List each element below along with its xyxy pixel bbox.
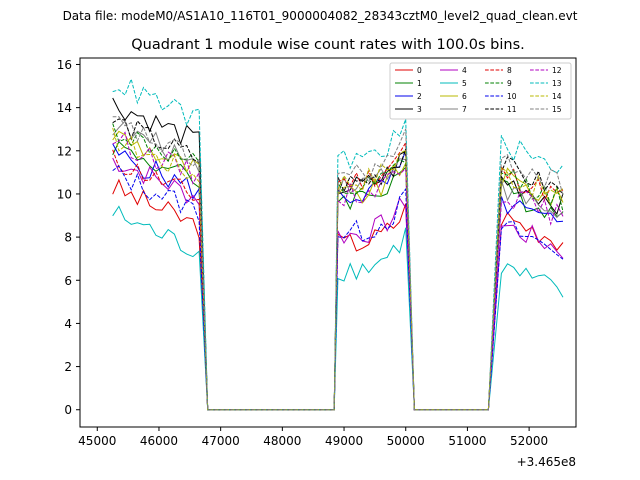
suptitle: Data file: modeM0/AS1A10_116T01_90000040…	[63, 9, 578, 23]
legend-label: 9	[507, 79, 512, 88]
legend-label: 13	[552, 79, 562, 88]
x-tick-label: 51000	[448, 434, 486, 448]
series-line-6	[112, 130, 564, 411]
legend-label: 0	[417, 66, 422, 75]
series-line-12	[112, 131, 564, 411]
plot-lines	[112, 77, 564, 411]
series-line-10	[112, 165, 564, 411]
legend-label: 2	[417, 92, 422, 101]
y-axis: 0 2 4 6 8 10 12 14 16	[57, 58, 80, 417]
y-tick-label: 4	[64, 317, 72, 331]
y-tick-label: 16	[57, 58, 72, 72]
legend-label: 11	[507, 105, 517, 114]
y-tick-label: 10	[57, 187, 72, 201]
series-line-7	[112, 120, 564, 411]
series-line-3	[112, 97, 564, 411]
legend-label: 15	[552, 105, 562, 114]
series-line-5	[112, 205, 564, 411]
x-tick-label: 50000	[387, 434, 425, 448]
y-tick-label: 8	[64, 231, 72, 245]
y-tick-label: 2	[64, 360, 72, 374]
series-line-15	[112, 116, 564, 411]
legend-label: 6	[462, 92, 467, 101]
legend-label: 8	[507, 66, 512, 75]
legend-label: 5	[462, 79, 467, 88]
x-axis: 45000 46000 47000 48000 49000 50000 51000 52000	[78, 427, 548, 448]
legend-label: 3	[417, 105, 422, 114]
x-tick-label: 47000	[202, 434, 240, 448]
x-tick-label: 45000	[78, 434, 116, 448]
legend-label: 7	[462, 105, 467, 114]
x-tick-label: 49000	[325, 434, 363, 448]
x-tick-label: 46000	[140, 434, 178, 448]
legend-label: 1	[417, 79, 422, 88]
chart-title: Quadrant 1 module wise count rates with …	[131, 37, 525, 53]
x-offset-label: +3.465e8	[517, 455, 576, 469]
legend-label: 10	[507, 92, 517, 101]
x-tick-label: 48000	[263, 434, 301, 448]
series-line-4	[112, 157, 564, 411]
y-tick-label: 0	[64, 403, 72, 417]
series-line-2	[112, 143, 564, 411]
legend-label: 14	[552, 92, 562, 101]
series-line-14	[112, 127, 564, 411]
series-line-0	[112, 178, 564, 411]
y-tick-label: 14	[57, 101, 72, 115]
y-tick-label: 12	[57, 144, 72, 158]
legend-label: 4	[462, 66, 467, 75]
series-line-13	[112, 77, 564, 411]
legend-label: 12	[552, 66, 562, 75]
x-tick-label: 52000	[510, 434, 548, 448]
legend-frame	[389, 62, 572, 120]
y-tick-label: 6	[64, 274, 72, 288]
axes-frame	[79, 57, 577, 428]
